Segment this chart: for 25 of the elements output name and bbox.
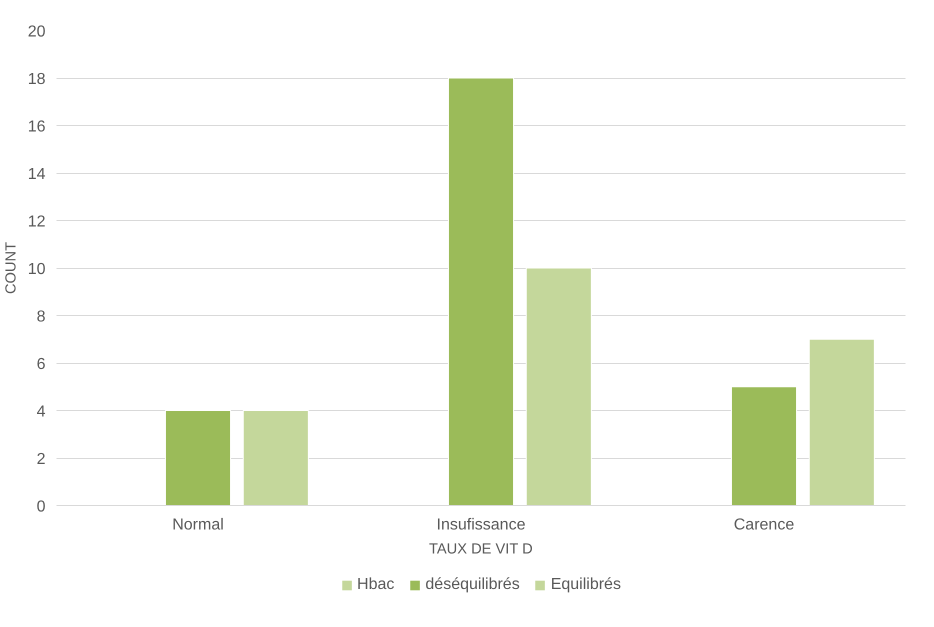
y-tick-label: 6 — [36, 356, 46, 373]
y-tick-label: 4 — [36, 404, 46, 420]
x-tick-label: Normal — [172, 516, 224, 534]
y-tick-label: 12 — [28, 214, 46, 230]
y-tick-label: 10 — [28, 261, 46, 278]
y-tick-label: 2 — [36, 451, 46, 468]
x-tick-label: Insufissance — [436, 516, 526, 534]
y-tick-label: 8 — [36, 308, 46, 326]
bar — [808, 338, 875, 506]
legend-label: Hbac — [357, 576, 394, 594]
bar — [526, 268, 592, 506]
legend-label: déséquilibrés — [425, 576, 520, 594]
y-axis-title: COUNT — [4, 242, 20, 294]
y-tick-label: 0 — [36, 498, 46, 516]
y-tick-label: 18 — [28, 71, 46, 88]
x-axis-title: TAUX DE VIT D — [429, 542, 533, 558]
bar — [448, 78, 514, 506]
bar — [730, 386, 798, 506]
y-tick-label: 14 — [28, 166, 46, 183]
x-tick-label: Carence — [734, 516, 794, 534]
legend-label: Equilibrés — [550, 576, 621, 594]
y-tick-label: 20 — [28, 24, 46, 40]
y-tick-label: 16 — [28, 118, 46, 136]
bar — [242, 410, 309, 506]
bar — [164, 410, 232, 506]
